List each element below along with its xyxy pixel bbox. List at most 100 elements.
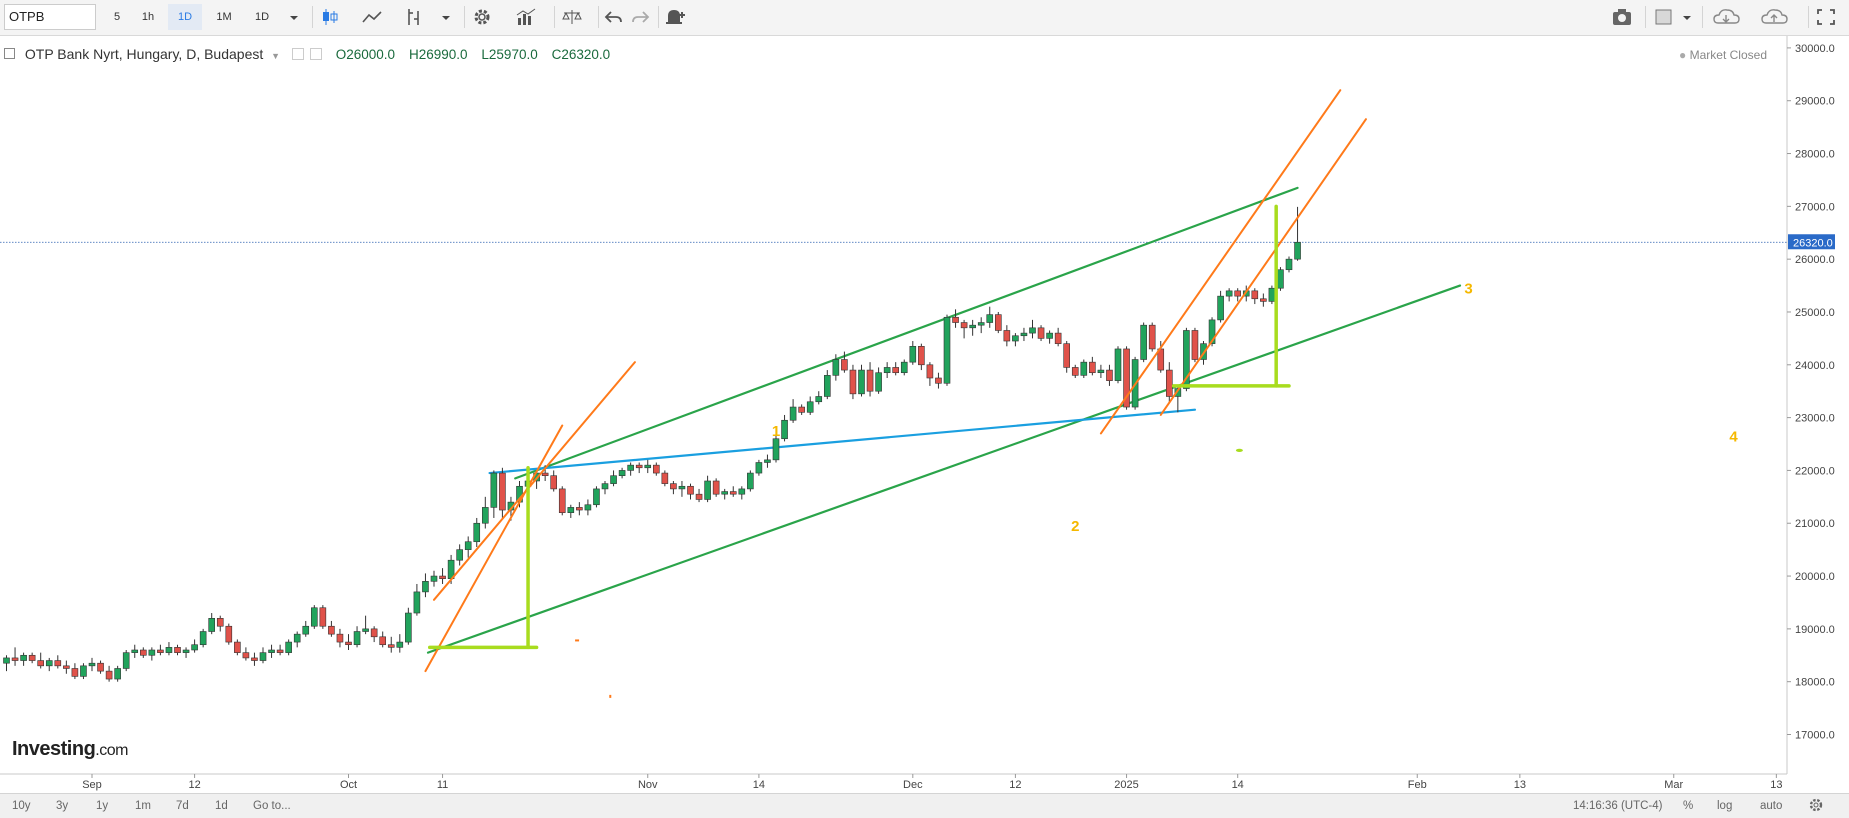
cloud-download-icon[interactable] bbox=[1712, 6, 1742, 28]
candle-body bbox=[1089, 361, 1096, 374]
compare-scale-icon[interactable] bbox=[560, 6, 584, 28]
candle-body bbox=[1166, 369, 1173, 397]
candle-body bbox=[806, 401, 814, 413]
interval-1h-button[interactable]: 1h bbox=[141, 11, 155, 23]
candle-body bbox=[370, 628, 378, 638]
price-tick-label: 26000.0 bbox=[1795, 254, 1835, 266]
candle bbox=[131, 644, 139, 658]
wave-label: 2 bbox=[1071, 518, 1079, 535]
candle-body bbox=[276, 649, 284, 653]
collapse-icon[interactable] bbox=[4, 48, 15, 59]
candle bbox=[798, 404, 805, 415]
candle-body bbox=[1054, 332, 1062, 344]
candle-body bbox=[1080, 361, 1088, 376]
alert-bell-icon[interactable] bbox=[662, 6, 686, 28]
gear-icon[interactable] bbox=[470, 6, 494, 28]
candlestick-icon[interactable] bbox=[318, 6, 342, 28]
candle-body bbox=[310, 607, 318, 627]
toolbar-divider bbox=[1808, 6, 1809, 28]
chevron-down-icon[interactable] bbox=[282, 6, 306, 28]
candle bbox=[1148, 322, 1156, 352]
candle bbox=[1054, 327, 1062, 347]
stray-mark bbox=[575, 639, 580, 642]
fullscreen-icon[interactable] bbox=[1814, 6, 1838, 28]
channel-lower-line bbox=[426, 284, 1462, 654]
candle bbox=[71, 663, 79, 680]
candle bbox=[1183, 327, 1190, 392]
candle-body bbox=[225, 625, 233, 643]
toolbar-divider bbox=[554, 6, 555, 28]
camera-icon[interactable] bbox=[1610, 6, 1634, 28]
candle bbox=[1225, 288, 1233, 302]
range-1y-button[interactable]: 1y bbox=[96, 800, 109, 812]
interval-dropdown-button[interactable]: 1D bbox=[254, 11, 270, 23]
open-value: O26000.0 bbox=[335, 47, 396, 62]
candle-body bbox=[319, 607, 327, 627]
candle-body bbox=[1191, 330, 1199, 360]
redo-icon[interactable] bbox=[628, 6, 652, 28]
candle-body bbox=[627, 464, 634, 471]
symbol-input[interactable]: OTPB bbox=[4, 4, 96, 30]
goto-button[interactable]: Go to... bbox=[253, 800, 291, 812]
chevron-down-icon[interactable] bbox=[1676, 6, 1700, 28]
cloud-upload-icon[interactable] bbox=[1760, 6, 1790, 28]
candle-body bbox=[721, 491, 729, 495]
candle bbox=[259, 647, 267, 664]
candle-body bbox=[1037, 327, 1045, 339]
range-3y-button[interactable]: 3y bbox=[56, 800, 69, 812]
range-7d-button[interactable]: 7d bbox=[176, 800, 189, 812]
range-10y-button[interactable]: 10y bbox=[12, 800, 31, 812]
interval-5-button[interactable]: 5 bbox=[113, 11, 121, 23]
trend-drawings-over bbox=[424, 89, 1367, 698]
instrument-title[interactable]: OTP Bank Nyrt, Hungary, D, Budapest bbox=[24, 46, 264, 62]
candle bbox=[1260, 293, 1267, 307]
interval-1m-button[interactable]: 1M bbox=[216, 11, 232, 23]
candle bbox=[499, 467, 506, 518]
studies-icon[interactable] bbox=[514, 6, 538, 28]
chevron-down-icon[interactable]: ▼ bbox=[271, 51, 281, 61]
candle-body bbox=[567, 507, 575, 513]
candle bbox=[764, 454, 771, 468]
candle-body bbox=[969, 324, 976, 329]
candle bbox=[943, 314, 951, 386]
settings-small-icon[interactable] bbox=[291, 48, 304, 60]
interval-1d-button[interactable]: 1D bbox=[168, 4, 202, 30]
candle-body bbox=[943, 316, 951, 384]
chevron-down-icon[interactable] bbox=[434, 6, 458, 28]
auto-button[interactable]: auto bbox=[1760, 800, 1783, 812]
candle bbox=[866, 362, 874, 397]
indicator-icon[interactable] bbox=[403, 6, 427, 28]
candle-body bbox=[1277, 269, 1284, 289]
close-value: C26320.0 bbox=[551, 47, 611, 62]
trend-drawings bbox=[426, 186, 1462, 654]
candle-body bbox=[362, 628, 369, 632]
candle-body bbox=[576, 507, 583, 511]
candle bbox=[20, 652, 27, 666]
candle bbox=[422, 573, 429, 598]
time-tick-label: Nov bbox=[638, 779, 658, 791]
candle-body bbox=[1020, 332, 1028, 337]
range-1m-button[interactable]: 1m bbox=[135, 800, 151, 812]
line-chart-icon[interactable] bbox=[360, 6, 384, 28]
candle bbox=[80, 663, 87, 680]
candle-body bbox=[1268, 287, 1276, 302]
toolbar-divider bbox=[1645, 6, 1646, 28]
candle bbox=[601, 480, 609, 495]
template-icon[interactable] bbox=[1652, 6, 1676, 28]
candle bbox=[994, 311, 1002, 334]
candle-body bbox=[336, 633, 344, 643]
toolbar-divider bbox=[312, 6, 313, 28]
candle-body bbox=[302, 625, 310, 635]
candle-body bbox=[430, 575, 438, 582]
candle bbox=[1003, 325, 1011, 347]
undo-icon[interactable] bbox=[602, 6, 626, 28]
candle bbox=[806, 396, 814, 415]
candle-body bbox=[234, 641, 241, 653]
percent-button[interactable]: % bbox=[1683, 800, 1694, 812]
range-1d-button[interactable]: 1d bbox=[215, 800, 228, 812]
hide-icon[interactable] bbox=[309, 48, 322, 60]
log-button[interactable]: log bbox=[1717, 800, 1733, 812]
candle bbox=[302, 620, 310, 637]
candle-body bbox=[464, 541, 472, 550]
